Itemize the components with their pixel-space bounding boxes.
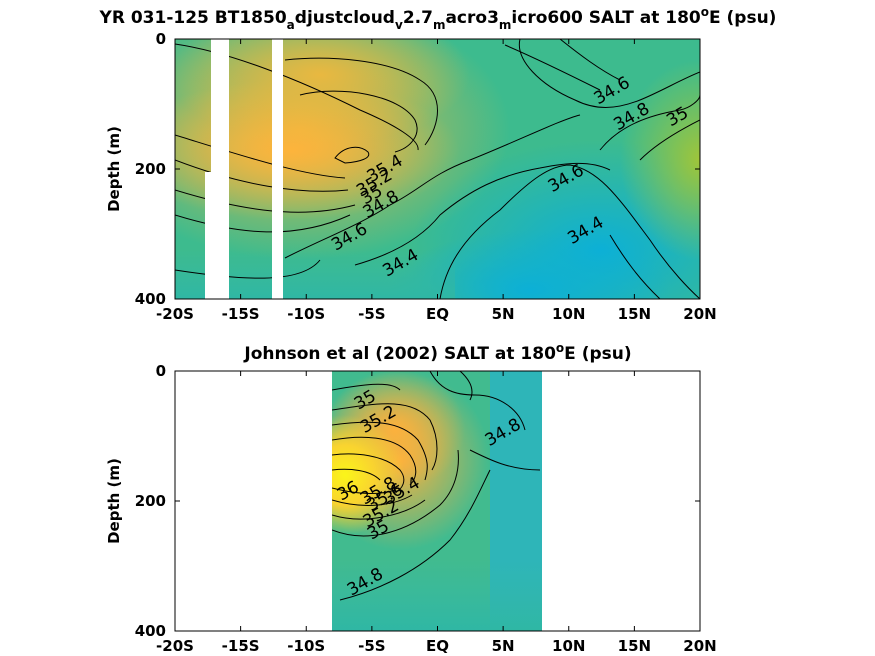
top-x-tick-label: -15S [222,305,260,323]
top-y-tick-label: 400 [135,290,166,308]
top-title: YR 031-125 BT1850adjustcloudv2.7macro3mi… [99,5,777,32]
top-x-tick-label: -5S [358,305,385,323]
bottom-panel: Johnson et al (2002) SALT at 180oE (psu) [105,341,717,655]
top-ticks: -20S -15S -10S -5S EQ 5N 10N 15N 20N 0 200 400 [135,30,717,323]
bottom-y-tick-label: 0 [156,362,166,380]
top-ylabel: Depth (m) [105,126,123,212]
bottom-x-tick-label: -10S [287,637,325,655]
bottom-x-tick-label: 15N [618,637,651,655]
top-contours [175,39,700,299]
top-x-tick-label: 10N [552,305,585,323]
top-field [175,39,700,299]
bottom-ticks: -20S -15S -10S -5S EQ 5N 10N 15N 20N 0 200 400 [135,362,717,655]
bottom-x-tick-label: -5S [358,637,385,655]
top-panel: YR 031-125 BT1850adjustcloudv2.7macro3mi… [99,5,777,323]
top-x-tick-label: 20N [683,305,716,323]
top-x-tick-label: -10S [287,305,325,323]
bottom-x-tick-label: -15S [222,637,260,655]
bottom-field [332,371,542,631]
bottom-x-tick-label: 5N [492,637,515,655]
bottom-title: Johnson et al (2002) SALT at 180oE (psu) [243,341,631,364]
bottom-contours [332,371,541,601]
top-x-tick-label: 15N [618,305,651,323]
bottom-x-tick-label: -20S [156,637,194,655]
top-x-tick-label: 5N [492,305,515,323]
top-y-tick-label: 200 [135,160,166,178]
bottom-y-tick-label: 400 [135,622,166,640]
bottom-x-tick-label: 20N [683,637,716,655]
no-data-band-2 [272,39,283,299]
no-data-notch [205,172,213,299]
top-x-tick-label: -20S [156,305,194,323]
bottom-ylabel: Depth (m) [105,458,123,544]
bottom-x-tick-label: EQ [426,637,449,655]
no-data-band-1 [211,39,229,299]
top-y-tick-label: 0 [156,30,166,48]
top-x-tick-label: EQ [426,305,449,323]
bottom-x-tick-label: 10N [552,637,585,655]
bottom-y-tick-label: 200 [135,492,166,510]
